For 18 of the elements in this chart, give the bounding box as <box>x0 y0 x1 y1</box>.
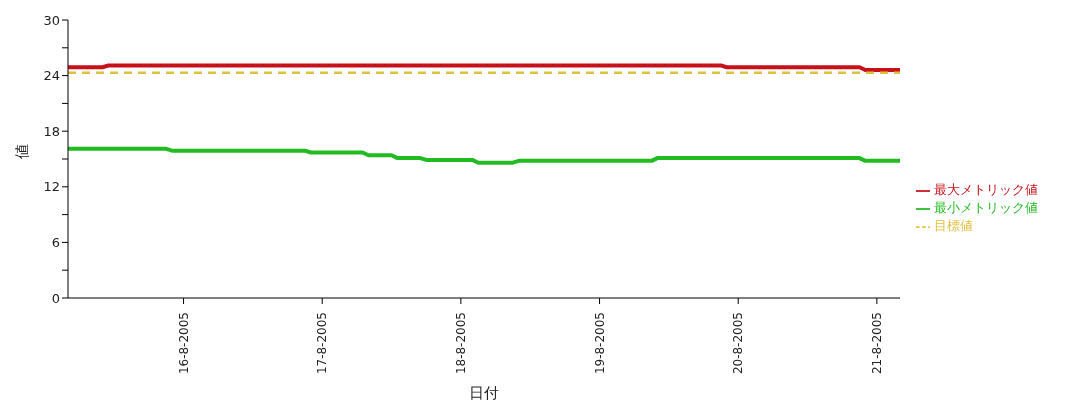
y-tick-label: 18 <box>43 123 60 139</box>
x-tick-label: 18-8-2005 <box>453 312 468 375</box>
y-tick-label: 30 <box>43 12 60 28</box>
x-tick-label: 16-8-2005 <box>176 312 191 375</box>
x-tick-label: 17-8-2005 <box>315 312 330 375</box>
y-tick-label: 0 <box>51 290 60 306</box>
line-series <box>68 146 900 165</box>
y-tick-label: 24 <box>43 68 60 84</box>
legend-label: 最大メトリック値 <box>934 182 1038 197</box>
x-tick-label: 21-8-2005 <box>869 312 884 375</box>
x-axis-title: 日付 <box>469 384 499 402</box>
y-axis-title: 値 <box>13 144 32 159</box>
y-tick-label: 6 <box>51 235 60 251</box>
legend-label: 目標値 <box>934 218 973 233</box>
x-tick-label: 20-8-2005 <box>731 312 746 375</box>
y-tick-label: 12 <box>43 179 60 195</box>
x-tick-label: 19-8-2005 <box>592 312 607 375</box>
legend-label: 最小メトリック値 <box>934 200 1038 215</box>
